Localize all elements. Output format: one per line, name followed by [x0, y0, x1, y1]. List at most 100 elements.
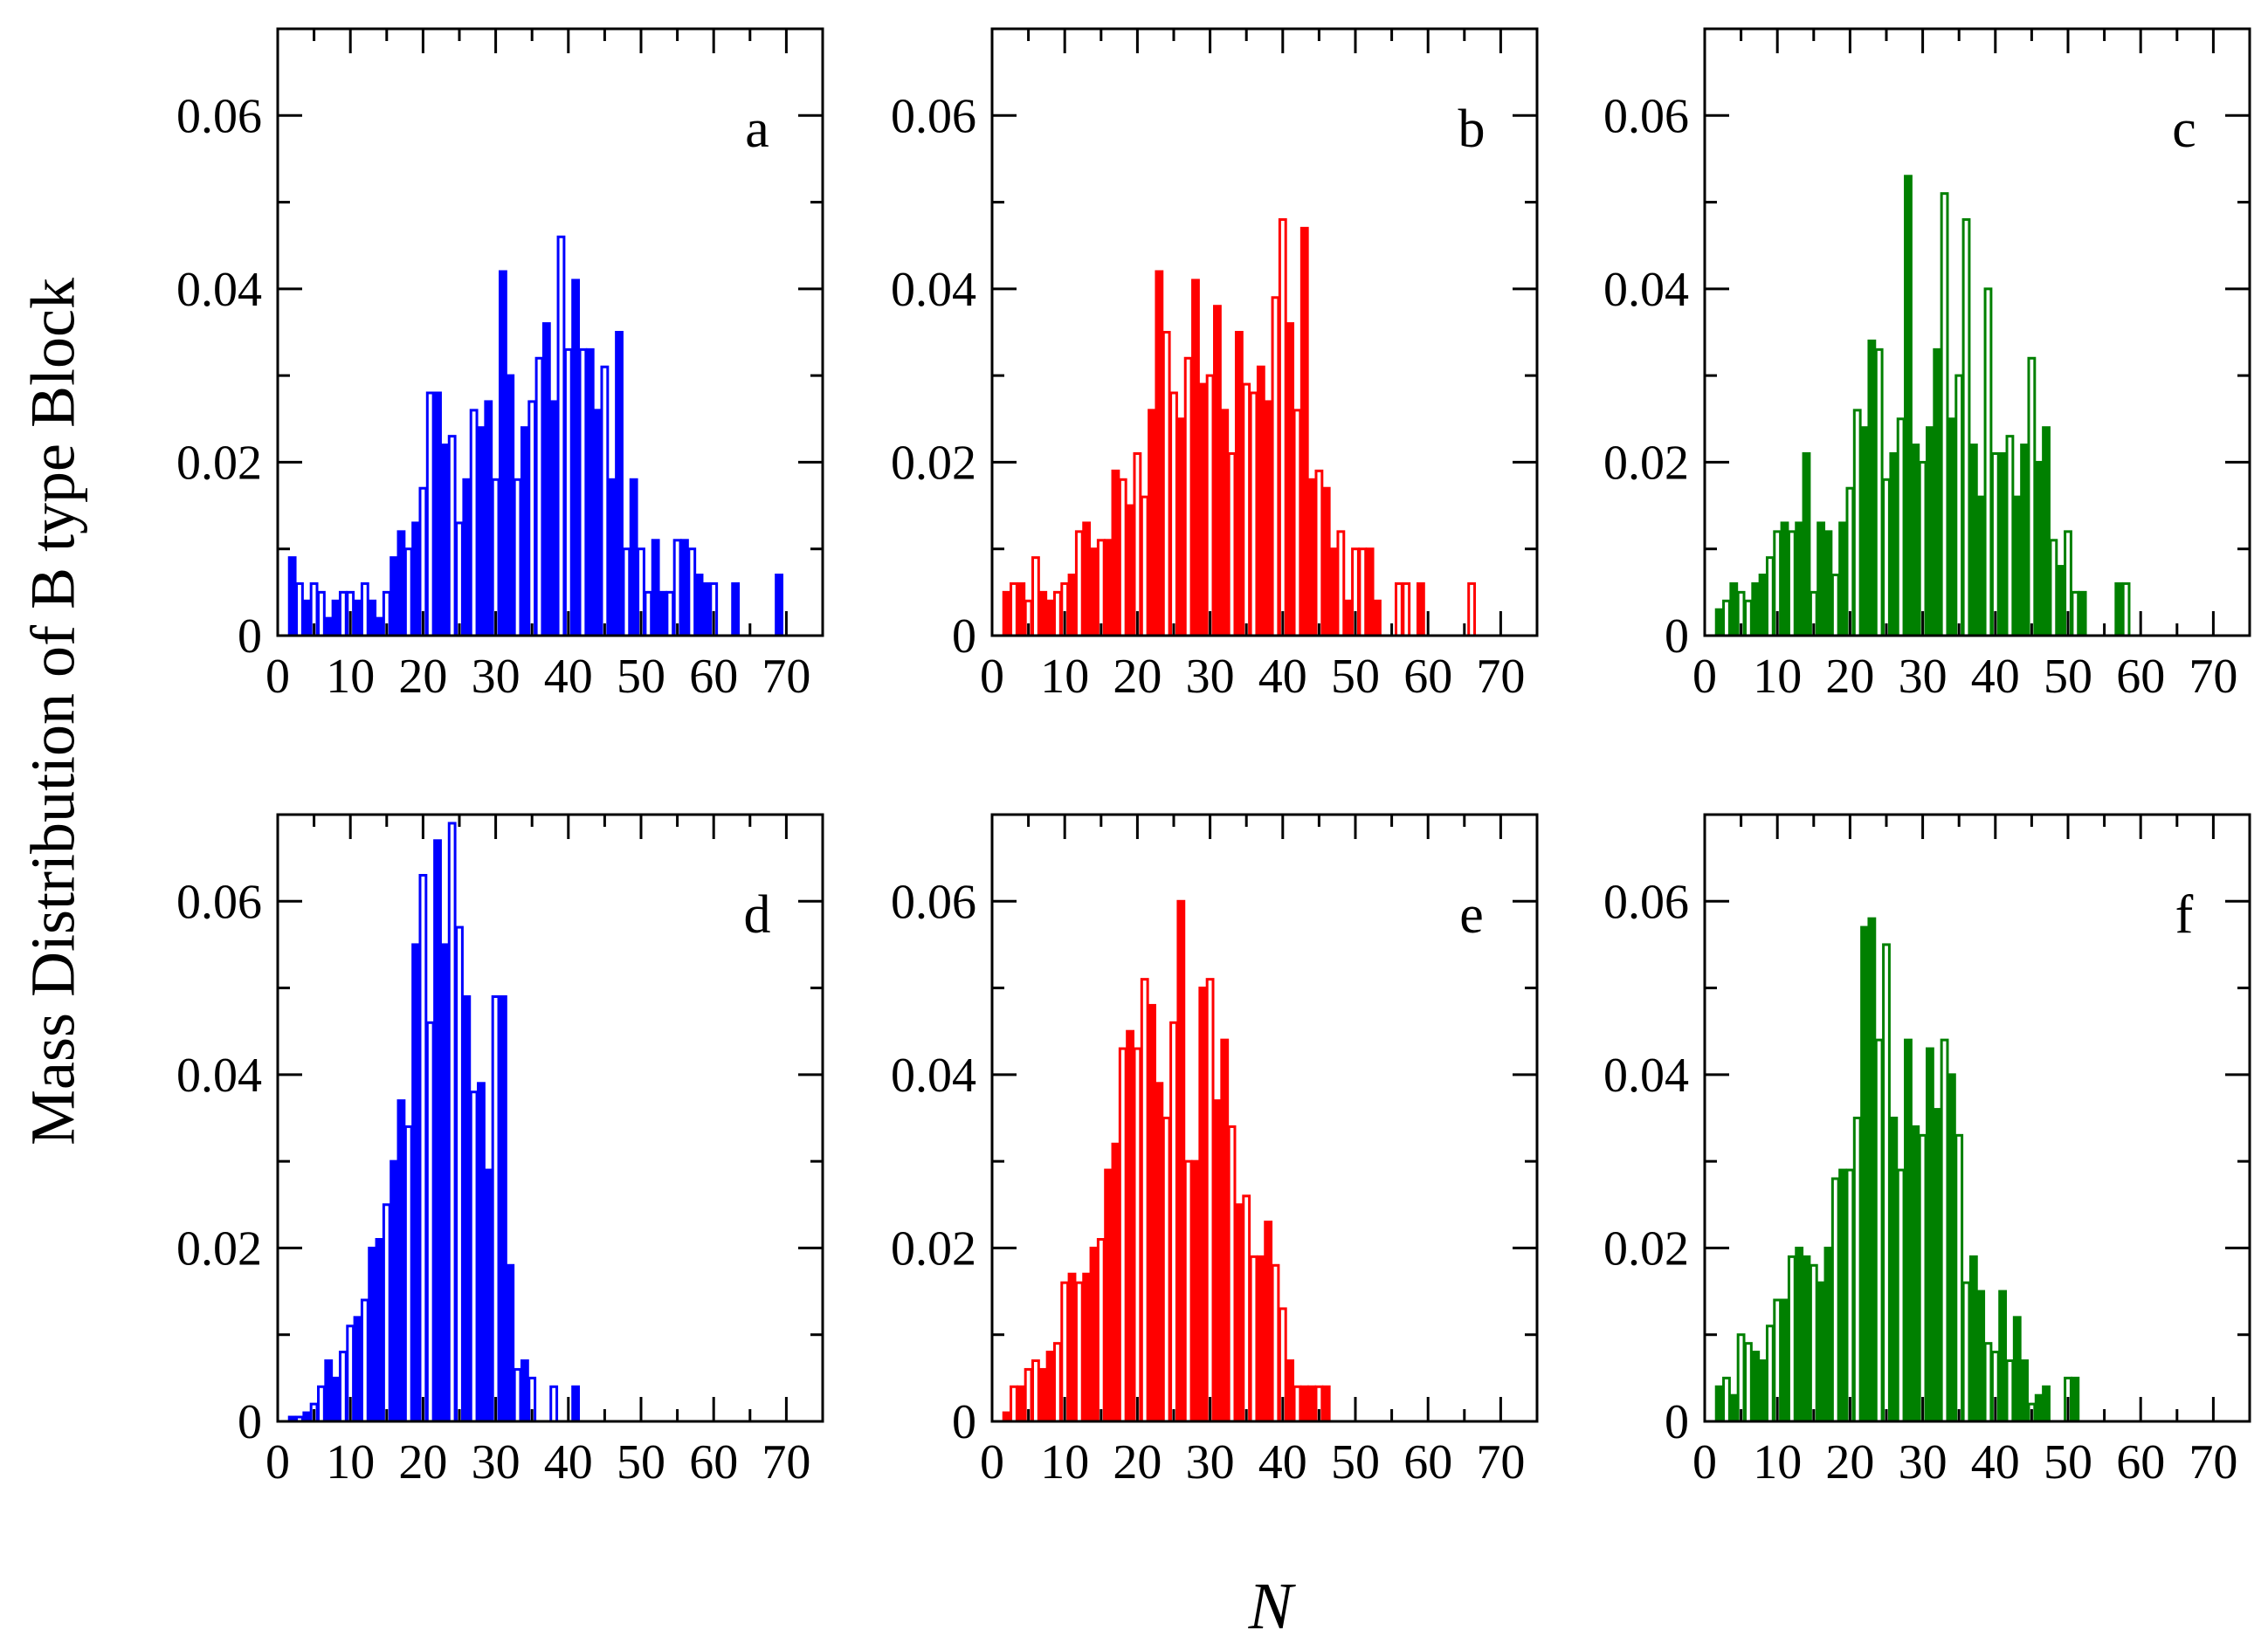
bar [1729, 581, 1739, 637]
bar [1838, 521, 1847, 637]
bar [1299, 1385, 1309, 1423]
bar [1918, 460, 1927, 637]
bar [1176, 899, 1186, 1423]
bar [2020, 1359, 2029, 1423]
bar [1307, 1385, 1316, 1423]
bar [520, 426, 529, 637]
x-tick-label: 10 [1753, 650, 1802, 704]
bar [1830, 574, 1840, 637]
bar [1183, 356, 1193, 637]
bar [425, 391, 435, 637]
bar [1052, 590, 1062, 637]
plot-frame [990, 813, 1539, 1423]
x-tick-label: 30 [1899, 1435, 1947, 1489]
chart-panel-f: 0 10 20 30 40 50 60 70 0 0.02 0.04 0.06 f [1603, 813, 2251, 1489]
x-tick-label: 30 [1186, 650, 1235, 704]
chart-panel-b: 0 10 20 30 40 50 60 70 0 0.02 0.04 0.06 b [891, 27, 1539, 704]
x-tick-label: 10 [1753, 1435, 1802, 1489]
bar [403, 547, 413, 637]
y-tick-label: 0.02 [891, 1221, 976, 1276]
bar [1365, 547, 1375, 637]
x-tick-label: 30 [472, 650, 520, 704]
x-tick-label: 0 [265, 650, 290, 704]
bar [1795, 1246, 1804, 1423]
bar [1155, 1082, 1164, 1423]
bar [1976, 495, 1986, 637]
bar [1882, 478, 1891, 637]
bar [506, 1263, 515, 1423]
bar [425, 1021, 435, 1423]
bar [1933, 1108, 1942, 1423]
bar [1882, 943, 1891, 1423]
y-tick-label: 0.04 [891, 1049, 976, 1103]
bar [389, 556, 399, 637]
x-tick-label: 40 [1971, 650, 2020, 704]
bar [1758, 574, 1768, 637]
bar [317, 1385, 326, 1423]
bar [1896, 417, 1906, 637]
bar [368, 1246, 377, 1423]
bar [1096, 1238, 1106, 1423]
bar [389, 1159, 399, 1423]
bar [1874, 1038, 1884, 1423]
chart-panel-a: 0 10 20 30 40 50 60 70 0 0.02 0.04 0.06 a [176, 27, 824, 704]
bar [1162, 331, 1171, 637]
bar [1830, 1177, 1840, 1423]
chart-panel-d: 0 10 20 30 40 50 60 70 0 0.02 0.04 0.06 d [176, 813, 824, 1489]
bar [1183, 1159, 1193, 1423]
y-tick-label: 0.02 [176, 1221, 262, 1276]
bar [1198, 382, 1208, 637]
y-tick-label: 0.06 [1603, 89, 1689, 143]
bar [287, 556, 297, 637]
x-tick-label: 40 [544, 1435, 593, 1489]
bar [1867, 339, 1877, 637]
panels: 0 10 20 30 40 50 60 70 0 0.02 0.04 0.06 a 0 10 20 30 40 50… [176, 27, 2251, 1489]
bar [411, 943, 420, 1423]
bar [1983, 1342, 1993, 1423]
bar [484, 400, 493, 637]
plot-frame [1703, 27, 2251, 637]
bar [1074, 1281, 1084, 1423]
bar [1017, 1385, 1026, 1423]
bar [1118, 1047, 1127, 1423]
x-tick-label: 40 [1971, 1435, 2020, 1489]
x-tick-label: 30 [472, 1435, 520, 1489]
bar [477, 1082, 486, 1423]
bar [1947, 1073, 1956, 1423]
x-tick-label: 70 [762, 650, 810, 704]
bar [368, 599, 377, 637]
bar [1904, 1038, 1913, 1423]
bar [1714, 608, 1724, 637]
panel-label: d [744, 885, 771, 945]
bar [1010, 1385, 1018, 1423]
bar [1126, 1029, 1134, 1423]
plot-frame [990, 27, 1539, 637]
panel-label: c [2172, 100, 2196, 159]
bar [433, 839, 442, 1423]
x-tick-label: 30 [1899, 650, 1947, 704]
y-tick-label: 0.04 [176, 263, 262, 317]
bar [1264, 1221, 1273, 1423]
bar [1954, 374, 1964, 637]
y-tick-label: 0.02 [891, 436, 976, 490]
bar [499, 270, 507, 637]
y-tick-label: 0.06 [176, 89, 262, 143]
x-tick-label: 60 [2116, 1435, 2165, 1489]
x-tick-label: 50 [1331, 1435, 1380, 1489]
y-tick-label: 0.02 [176, 436, 262, 490]
bar [491, 995, 500, 1423]
bar [513, 478, 522, 637]
bar [1148, 409, 1156, 637]
bar [360, 581, 369, 637]
bar [1889, 1117, 1899, 1423]
bar [1765, 1324, 1775, 1423]
x-tick-label: 0 [1692, 1435, 1717, 1489]
bar [375, 1238, 384, 1423]
x-tick-label: 50 [2044, 1435, 2092, 1489]
bar [2034, 1393, 2044, 1423]
bar [1787, 1255, 1796, 1423]
bar [1271, 1263, 1280, 1423]
bar [1940, 1038, 1949, 1423]
x-tick-label: 20 [398, 650, 447, 704]
